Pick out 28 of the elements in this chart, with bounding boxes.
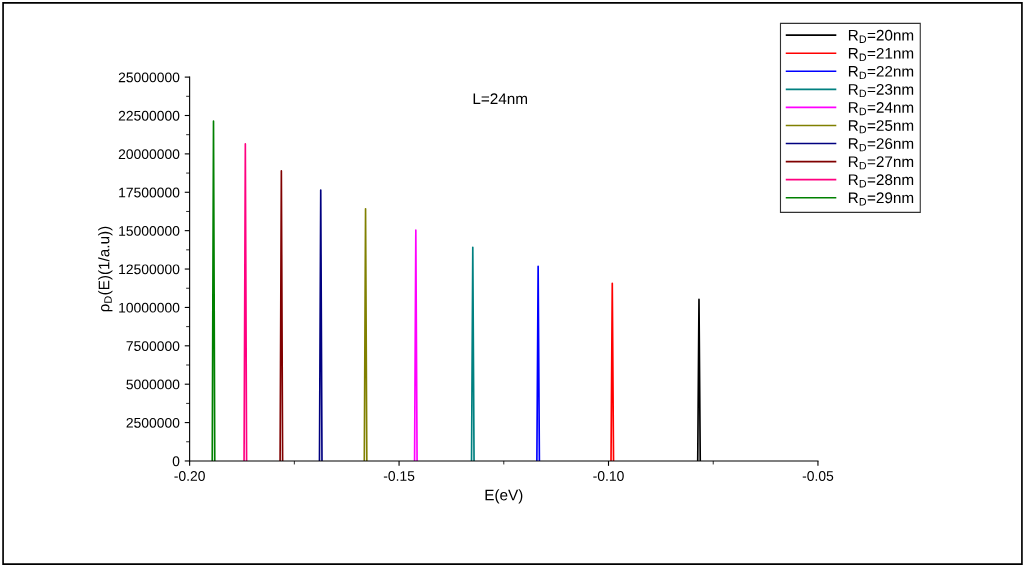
- legend-label: R$_{D}$=24nm: [848, 102, 914, 116]
- y-tick-label: 20000000: [118, 149, 180, 160]
- y-tick-label: 7500000: [126, 341, 180, 351]
- legend-label: R$_{D}$=29nm: [848, 192, 914, 206]
- x-tick-label: -0.10: [593, 471, 624, 481]
- y-axis-title: ρ$_{D}$(E)(1/a.u)): [98, 226, 113, 312]
- legend-label: R$_{D}$=23nm: [848, 84, 914, 98]
- x-axis-title: E(eV): [485, 489, 523, 504]
- legend-label: R$_{D}$=26nm: [848, 138, 914, 152]
- y-tick-label: 25000000: [118, 72, 180, 83]
- legend-label: R$_{D}$=21nm: [848, 47, 914, 61]
- y-tick-label: 10000000: [119, 302, 180, 313]
- y-tick-label: 2500000: [126, 417, 180, 428]
- x-tick-label: -0.20: [174, 471, 205, 481]
- legend-label: R$_{D}$=20nm: [848, 29, 914, 43]
- x-tick-label: -0.15: [383, 471, 415, 481]
- y-tick-label: 0: [172, 456, 180, 467]
- legend-label: R$_{D}$=25nm: [848, 120, 914, 134]
- x-tick-label: -0.05: [802, 471, 834, 481]
- y-tick-label: 22500000: [118, 110, 180, 121]
- legend-label: R$_{D}$=27nm: [848, 156, 914, 170]
- legend-label: R$_{D}$=22nm: [848, 65, 914, 80]
- y-tick-label: 5000000: [126, 379, 180, 390]
- annotation: L=24nm: [473, 93, 527, 104]
- y-tick-label: 15000000: [119, 225, 180, 236]
- y-tick-label: 12500000: [119, 264, 180, 275]
- legend-label: R$_{D}$=28nm: [848, 174, 914, 188]
- y-tick-label: 17500000: [119, 187, 180, 198]
